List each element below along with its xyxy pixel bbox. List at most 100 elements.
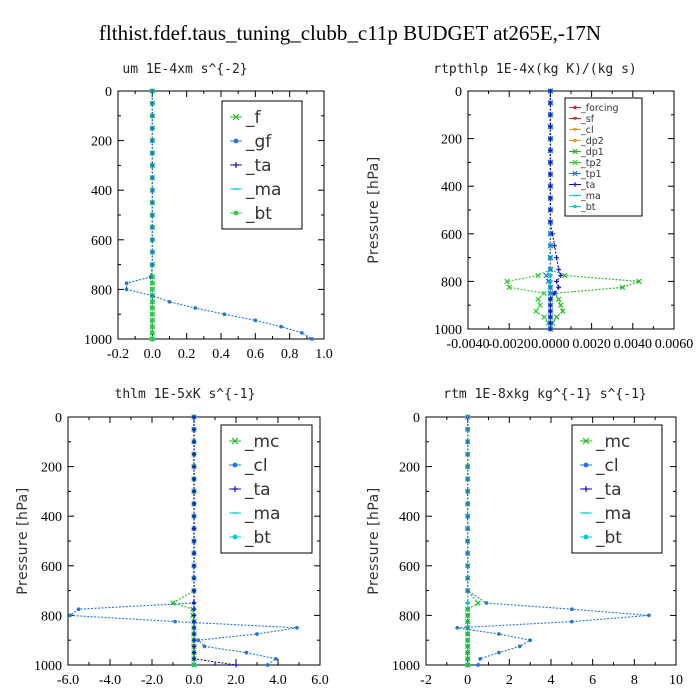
data-point bbox=[193, 306, 198, 310]
data-point bbox=[150, 318, 155, 323]
legend-label: _ma bbox=[244, 504, 280, 524]
data-point bbox=[465, 439, 470, 444]
data-point bbox=[244, 650, 249, 655]
data-point bbox=[548, 314, 553, 320]
data-point bbox=[150, 175, 155, 180]
data-point bbox=[173, 619, 177, 624]
data-point bbox=[548, 195, 553, 201]
data-point bbox=[150, 287, 155, 292]
legend-swatch-marker bbox=[231, 437, 239, 445]
data-point bbox=[556, 267, 561, 272]
legend-swatch-marker bbox=[572, 170, 578, 177]
data-point bbox=[191, 501, 197, 507]
legend-swatch-marker bbox=[572, 128, 578, 132]
data-point bbox=[465, 489, 470, 494]
data-point bbox=[548, 273, 553, 278]
data-point bbox=[547, 290, 554, 297]
data-point bbox=[310, 337, 314, 341]
y-tick-label: 800 bbox=[41, 609, 62, 624]
data-point bbox=[548, 112, 553, 118]
data-point bbox=[478, 656, 483, 661]
series-tp2 bbox=[504, 88, 554, 332]
data-point bbox=[191, 414, 197, 420]
data-point bbox=[150, 237, 155, 242]
data-point bbox=[548, 296, 553, 302]
data-point bbox=[191, 513, 197, 519]
x-tick-label: 0.0000 bbox=[531, 337, 570, 352]
data-point bbox=[465, 526, 470, 531]
data-point bbox=[148, 275, 153, 279]
y-tick-label: 1000 bbox=[434, 323, 462, 338]
data-point bbox=[150, 101, 155, 106]
x-tick-label: 4.0 bbox=[269, 673, 287, 688]
data-point bbox=[465, 477, 470, 481]
x-tick-label: 2.0 bbox=[227, 673, 245, 688]
data-point bbox=[191, 526, 197, 531]
legend-label: _ma bbox=[245, 180, 281, 200]
y-axis-label: Pressure [hPa] bbox=[15, 487, 31, 594]
data-point bbox=[464, 618, 471, 625]
legend-swatch-marker bbox=[573, 138, 577, 143]
legend-label: _ta bbox=[595, 480, 622, 500]
data-point bbox=[548, 172, 553, 177]
series-line bbox=[171, 417, 195, 665]
data-point bbox=[455, 625, 460, 630]
x-tick-label: 0 bbox=[464, 673, 471, 688]
data-point bbox=[548, 148, 553, 153]
legend: _f _gf _ta _ma _bt bbox=[221, 100, 303, 230]
x-tick-label: -0.0040 bbox=[446, 337, 489, 352]
data-point bbox=[465, 452, 470, 457]
data-point bbox=[484, 601, 489, 605]
x-tick-label: -2 bbox=[420, 673, 432, 688]
x-tick-label: 10 bbox=[669, 673, 683, 688]
legend-label: _cl bbox=[244, 456, 268, 476]
data-point bbox=[547, 266, 554, 273]
y-tick-label: 1000 bbox=[392, 659, 420, 674]
data-point bbox=[202, 644, 207, 649]
legend-label: _ta bbox=[244, 480, 271, 500]
data-point bbox=[464, 606, 471, 612]
x-tick-label: 2 bbox=[506, 673, 513, 688]
data-point bbox=[497, 632, 501, 636]
data-point bbox=[150, 113, 155, 118]
y-tick-label: 0 bbox=[105, 85, 112, 100]
data-point bbox=[548, 183, 553, 189]
data-point bbox=[535, 296, 541, 302]
data-point bbox=[537, 302, 543, 308]
x-tick-label: 0.0060 bbox=[655, 337, 694, 352]
data-point bbox=[465, 501, 470, 506]
data-point bbox=[569, 607, 574, 612]
data-point bbox=[465, 514, 470, 519]
data-point bbox=[554, 255, 559, 260]
data-point bbox=[191, 538, 197, 544]
data-point bbox=[191, 619, 197, 624]
data-point bbox=[124, 281, 129, 286]
series-ta bbox=[191, 414, 239, 668]
data-point bbox=[553, 314, 560, 320]
y-tick-label: 800 bbox=[441, 275, 462, 290]
data-point bbox=[464, 649, 471, 656]
legend-swatch-marker bbox=[233, 138, 239, 144]
data-point bbox=[517, 644, 522, 649]
series-line bbox=[126, 91, 313, 340]
x-tick-label: 0.8 bbox=[281, 347, 299, 362]
y-tick-label: 600 bbox=[41, 560, 62, 575]
data-point bbox=[562, 272, 568, 279]
y-tick-label: 600 bbox=[441, 228, 462, 243]
data-point bbox=[554, 279, 559, 284]
legend: _forcing_sf_cl_dp2_dp1_tp2_tp1_ta_ma_bt bbox=[564, 97, 643, 217]
legend-label: _cl bbox=[595, 456, 619, 476]
data-point bbox=[465, 601, 470, 605]
data-point bbox=[497, 650, 501, 655]
data-point bbox=[504, 278, 510, 285]
x-tick-label: 0.0040 bbox=[614, 337, 653, 352]
data-point bbox=[533, 308, 539, 314]
data-point bbox=[150, 213, 155, 217]
legend-swatch-marker bbox=[573, 105, 577, 110]
data-point bbox=[465, 551, 470, 556]
data-point bbox=[191, 563, 197, 569]
data-point bbox=[191, 631, 197, 637]
data-point bbox=[150, 250, 155, 255]
data-point bbox=[647, 613, 651, 618]
y-tick-label: 200 bbox=[399, 461, 420, 476]
